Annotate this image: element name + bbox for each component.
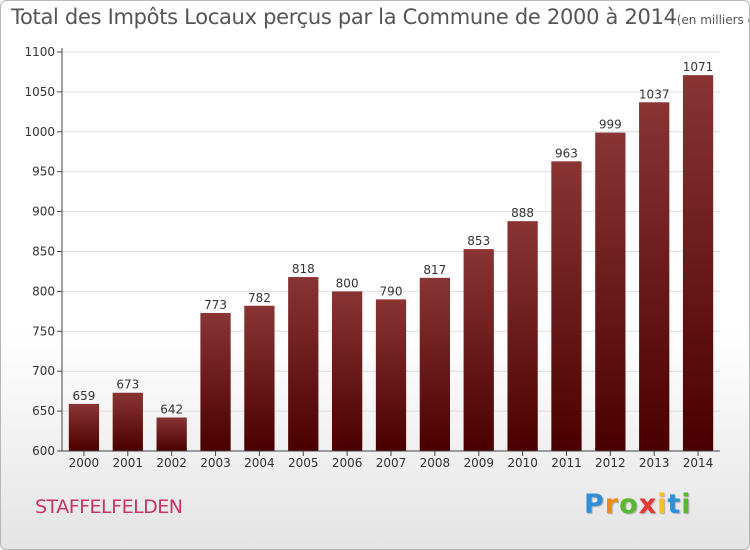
bar (375, 299, 407, 451)
bar (682, 75, 714, 451)
bar (112, 392, 143, 451)
bar (331, 291, 363, 451)
bar-value-label: 1037 (639, 87, 670, 101)
x-tick-label: 2005 (288, 456, 319, 470)
y-tick-label: 850 (32, 245, 55, 259)
bar-chart: 600 650 700 750 800 850 900 950 1000 1050 1100 659 2… (24, 45, 720, 470)
y-tick-label: 1000 (24, 125, 55, 139)
commune-name: STAFFELFELDEN (35, 496, 183, 518)
y-tick-label: 950 (32, 165, 55, 179)
axes (57, 48, 720, 456)
bar-value-label: 963 (555, 146, 578, 160)
logo-letter: x (638, 489, 658, 520)
bar-value-label: 1071 (683, 60, 714, 74)
bar-value-label: 818 (292, 262, 315, 276)
x-tick-label: 2008 (420, 456, 451, 470)
x-tick-label: 2003 (200, 456, 231, 470)
x-tick-label: 2000 (69, 456, 100, 470)
bar-value-label: 817 (423, 263, 446, 277)
logo-letter: t (667, 489, 682, 520)
bar-value-label: 659 (72, 389, 95, 403)
x-tick-label: 2011 (551, 456, 582, 470)
chart-title-text: Total des Impôts Locaux perçus par la Co… (11, 5, 677, 29)
chart-title: Total des Impôts Locaux perçus par la Co… (11, 5, 749, 29)
bar-value-label: 800 (336, 276, 359, 290)
bar (639, 102, 670, 452)
y-tick-label: 800 (32, 284, 55, 298)
bar (595, 132, 626, 451)
x-tick-label: 2004 (244, 456, 275, 470)
x-tick-label: 2002 (156, 456, 187, 470)
x-tick-label: 2009 (463, 456, 494, 470)
x-tick-label: 2001 (113, 456, 144, 470)
labels: 600 650 700 750 800 850 900 950 1000 1050 1100 659 2… (24, 45, 713, 470)
y-tick-label: 750 (32, 324, 55, 338)
bar-value-label: 853 (467, 234, 490, 248)
proxiti-logo: Proxiti (584, 489, 692, 520)
bar (200, 312, 231, 451)
x-tick-label: 2012 (595, 456, 626, 470)
bar (463, 249, 494, 451)
bar-value-label: 782 (248, 291, 271, 305)
y-tick-label: 1100 (24, 45, 55, 59)
x-tick-label: 2014 (683, 456, 714, 470)
x-tick-label: 2006 (332, 456, 363, 470)
bar (507, 221, 538, 451)
logo-letter: i (657, 489, 668, 520)
y-tick-label: 700 (32, 364, 55, 378)
y-tick-label: 650 (32, 404, 55, 418)
bar-value-label: 790 (380, 284, 403, 298)
bar-value-label: 673 (116, 378, 139, 392)
bar (551, 161, 582, 452)
x-tick-label: 2013 (639, 456, 670, 470)
bar-value-label: 999 (599, 118, 622, 132)
logo-letter: r (604, 489, 620, 520)
x-tick-label: 2007 (376, 456, 407, 470)
chart-unit: (en milliers d'€) (676, 13, 749, 27)
bar-value-label: 888 (511, 206, 534, 220)
bar (288, 277, 319, 451)
bars (68, 75, 714, 452)
logo-letter: i (681, 489, 692, 520)
y-tick-label: 600 (32, 444, 55, 458)
logo-letter: P (584, 489, 605, 520)
bar-value-label: 773 (204, 298, 227, 312)
bar (156, 417, 187, 451)
y-tick-label: 900 (32, 205, 55, 219)
logo-letter: o (619, 489, 639, 520)
bar (68, 403, 100, 451)
x-tick-label: 2010 (507, 456, 538, 470)
bar-value-label: 642 (160, 402, 183, 416)
y-tick-label: 1050 (24, 85, 55, 99)
bar (244, 305, 275, 451)
bar (419, 277, 451, 451)
